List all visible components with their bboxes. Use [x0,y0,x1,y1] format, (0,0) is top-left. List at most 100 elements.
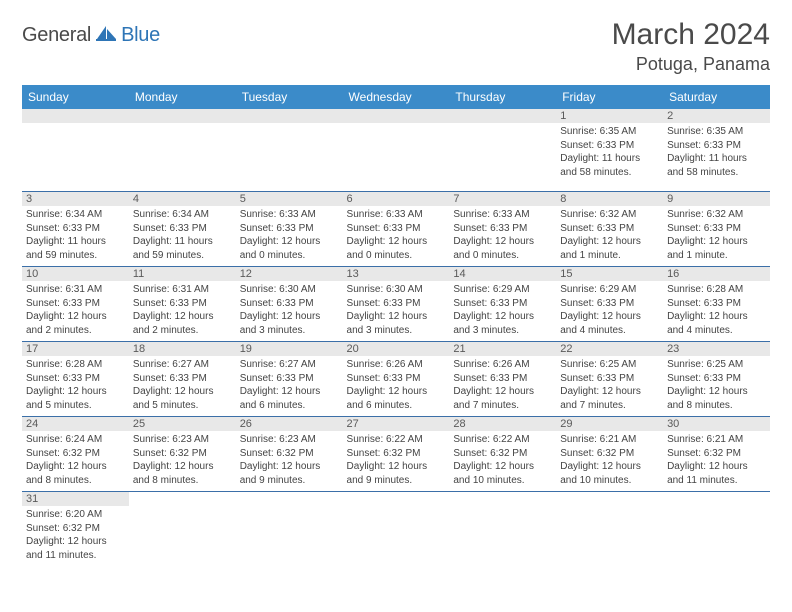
day-details: Sunrise: 6:32 AMSunset: 6:33 PMDaylight:… [556,206,663,266]
day-details: Sunrise: 6:25 AMSunset: 6:33 PMDaylight:… [663,356,770,416]
calendar-week-row: 10Sunrise: 6:31 AMSunset: 6:33 PMDayligh… [22,267,770,342]
calendar-cell: 19Sunrise: 6:27 AMSunset: 6:33 PMDayligh… [236,342,343,417]
day-number: 15 [556,267,663,281]
day-number: 13 [343,267,450,281]
calendar-cell: 13Sunrise: 6:30 AMSunset: 6:33 PMDayligh… [343,267,450,342]
weekday-header: Tuesday [236,85,343,109]
calendar-cell: 8Sunrise: 6:32 AMSunset: 6:33 PMDaylight… [556,192,663,267]
day-number: 21 [449,342,556,356]
day-number: 5 [236,192,343,206]
calendar-table: Sunday Monday Tuesday Wednesday Thursday… [22,85,770,566]
day-number: 29 [556,417,663,431]
calendar-cell: 5Sunrise: 6:33 AMSunset: 6:33 PMDaylight… [236,192,343,267]
day-details: Sunrise: 6:29 AMSunset: 6:33 PMDaylight:… [556,281,663,341]
day-details: Sunrise: 6:25 AMSunset: 6:33 PMDaylight:… [556,356,663,416]
day-number: 24 [22,417,129,431]
weekday-header: Friday [556,85,663,109]
calendar-cell: 17Sunrise: 6:28 AMSunset: 6:33 PMDayligh… [22,342,129,417]
calendar-cell [236,109,343,192]
calendar-cell: 22Sunrise: 6:25 AMSunset: 6:33 PMDayligh… [556,342,663,417]
day-details: Sunrise: 6:29 AMSunset: 6:33 PMDaylight:… [449,281,556,341]
day-details: Sunrise: 6:22 AMSunset: 6:32 PMDaylight:… [343,431,450,491]
day-details: Sunrise: 6:31 AMSunset: 6:33 PMDaylight:… [22,281,129,341]
day-details: Sunrise: 6:20 AMSunset: 6:32 PMDaylight:… [22,506,129,566]
day-details-empty [129,123,236,191]
day-details: Sunrise: 6:24 AMSunset: 6:32 PMDaylight:… [22,431,129,491]
weekday-header: Wednesday [343,85,450,109]
day-number: 1 [556,109,663,123]
calendar-cell: 2Sunrise: 6:35 AMSunset: 6:33 PMDaylight… [663,109,770,192]
title-block: March 2024 Potuga, Panama [612,18,770,75]
calendar-cell: 21Sunrise: 6:26 AMSunset: 6:33 PMDayligh… [449,342,556,417]
calendar-week-row: 1Sunrise: 6:35 AMSunset: 6:33 PMDaylight… [22,109,770,192]
calendar-cell [129,492,236,567]
day-number: 8 [556,192,663,206]
day-number-empty [343,109,450,123]
day-details-empty [236,123,343,191]
day-number: 26 [236,417,343,431]
day-number-empty [236,109,343,123]
calendar-cell: 11Sunrise: 6:31 AMSunset: 6:33 PMDayligh… [129,267,236,342]
day-number: 16 [663,267,770,281]
day-details: Sunrise: 6:23 AMSunset: 6:32 PMDaylight:… [236,431,343,491]
day-details: Sunrise: 6:35 AMSunset: 6:33 PMDaylight:… [663,123,770,183]
day-number-empty [129,109,236,123]
calendar-cell: 9Sunrise: 6:32 AMSunset: 6:33 PMDaylight… [663,192,770,267]
calendar-cell: 12Sunrise: 6:30 AMSunset: 6:33 PMDayligh… [236,267,343,342]
day-number: 25 [129,417,236,431]
calendar-cell: 29Sunrise: 6:21 AMSunset: 6:32 PMDayligh… [556,417,663,492]
day-details: Sunrise: 6:30 AMSunset: 6:33 PMDaylight:… [343,281,450,341]
day-number: 27 [343,417,450,431]
calendar-cell: 18Sunrise: 6:27 AMSunset: 6:33 PMDayligh… [129,342,236,417]
day-details: Sunrise: 6:26 AMSunset: 6:33 PMDaylight:… [449,356,556,416]
calendar-week-row: 24Sunrise: 6:24 AMSunset: 6:32 PMDayligh… [22,417,770,492]
calendar-cell: 14Sunrise: 6:29 AMSunset: 6:33 PMDayligh… [449,267,556,342]
day-number: 3 [22,192,129,206]
day-number: 10 [22,267,129,281]
calendar-cell: 27Sunrise: 6:22 AMSunset: 6:32 PMDayligh… [343,417,450,492]
month-title: March 2024 [612,18,770,52]
day-details: Sunrise: 6:35 AMSunset: 6:33 PMDaylight:… [556,123,663,183]
weekday-header-row: Sunday Monday Tuesday Wednesday Thursday… [22,85,770,109]
calendar-cell: 1Sunrise: 6:35 AMSunset: 6:33 PMDaylight… [556,109,663,192]
calendar-cell: 23Sunrise: 6:25 AMSunset: 6:33 PMDayligh… [663,342,770,417]
day-number: 7 [449,192,556,206]
calendar-cell: 4Sunrise: 6:34 AMSunset: 6:33 PMDaylight… [129,192,236,267]
day-details: Sunrise: 6:26 AMSunset: 6:33 PMDaylight:… [343,356,450,416]
calendar-cell: 24Sunrise: 6:24 AMSunset: 6:32 PMDayligh… [22,417,129,492]
day-details: Sunrise: 6:22 AMSunset: 6:32 PMDaylight:… [449,431,556,491]
day-number: 9 [663,192,770,206]
day-number: 18 [129,342,236,356]
day-details: Sunrise: 6:31 AMSunset: 6:33 PMDaylight:… [129,281,236,341]
day-details: Sunrise: 6:21 AMSunset: 6:32 PMDaylight:… [556,431,663,491]
calendar-cell [663,492,770,567]
day-number: 28 [449,417,556,431]
calendar-cell: 15Sunrise: 6:29 AMSunset: 6:33 PMDayligh… [556,267,663,342]
calendar-cell [22,109,129,192]
brand-logo: General Blue [22,18,160,47]
day-details: Sunrise: 6:32 AMSunset: 6:33 PMDaylight:… [663,206,770,266]
weekday-header: Thursday [449,85,556,109]
day-details-empty [449,123,556,191]
day-number: 22 [556,342,663,356]
calendar-cell [449,492,556,567]
calendar-cell [129,109,236,192]
calendar-cell [343,492,450,567]
calendar-cell: 16Sunrise: 6:28 AMSunset: 6:33 PMDayligh… [663,267,770,342]
day-number: 4 [129,192,236,206]
day-details: Sunrise: 6:27 AMSunset: 6:33 PMDaylight:… [236,356,343,416]
calendar-cell [449,109,556,192]
calendar-cell: 25Sunrise: 6:23 AMSunset: 6:32 PMDayligh… [129,417,236,492]
calendar-cell: 31Sunrise: 6:20 AMSunset: 6:32 PMDayligh… [22,492,129,567]
day-number-empty [449,109,556,123]
calendar-cell [556,492,663,567]
day-details: Sunrise: 6:28 AMSunset: 6:33 PMDaylight:… [663,281,770,341]
day-number: 20 [343,342,450,356]
day-number: 11 [129,267,236,281]
day-number-empty [22,109,129,123]
day-number: 12 [236,267,343,281]
calendar-week-row: 17Sunrise: 6:28 AMSunset: 6:33 PMDayligh… [22,342,770,417]
calendar-cell: 10Sunrise: 6:31 AMSunset: 6:33 PMDayligh… [22,267,129,342]
day-details: Sunrise: 6:30 AMSunset: 6:33 PMDaylight:… [236,281,343,341]
calendar-cell: 28Sunrise: 6:22 AMSunset: 6:32 PMDayligh… [449,417,556,492]
